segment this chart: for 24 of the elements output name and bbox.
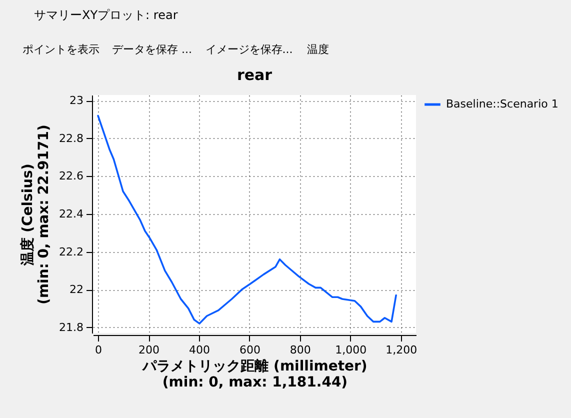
chart-title: rear <box>236 66 273 84</box>
y-tick-label: 22 <box>70 283 84 296</box>
y-tick-label: 22.8 <box>59 132 84 145</box>
text: ポイントを表示 <box>22 43 100 56</box>
legend-label: Baseline::Scenario 1 <box>446 98 558 110</box>
text: データを保存 ... <box>112 43 192 56</box>
x-tick-label: 1,000 <box>335 344 367 356</box>
x-axis-title: パラメトリック距離 (millimeter) (min: 0, max: 1,181.44) <box>142 358 368 390</box>
x-tick-label: 200 <box>138 344 160 356</box>
text: サマリーXYプロット: rear <box>34 8 178 22</box>
x-tick-label: 1,200 <box>386 344 418 356</box>
x-tick-label: 0 <box>95 344 102 356</box>
text: イメージを保存... <box>205 43 293 56</box>
y-tick-label: 23 <box>70 94 84 108</box>
y-tick-label: 22.6 <box>59 170 84 183</box>
y-axis-title: 温度 (Celsius) (min: 0, max: 22.9171) <box>19 124 52 304</box>
y-tick-label: 21.8 <box>59 320 84 334</box>
y-tick-label: 22.2 <box>59 245 84 258</box>
x-tick-label: 400 <box>188 344 210 356</box>
y-tick-label: 22.4 <box>59 208 84 220</box>
text: 温度 <box>307 43 329 56</box>
x-tick-label: 800 <box>290 344 311 356</box>
line-series <box>97 114 397 324</box>
x-tick-label: 600 <box>239 344 260 356</box>
